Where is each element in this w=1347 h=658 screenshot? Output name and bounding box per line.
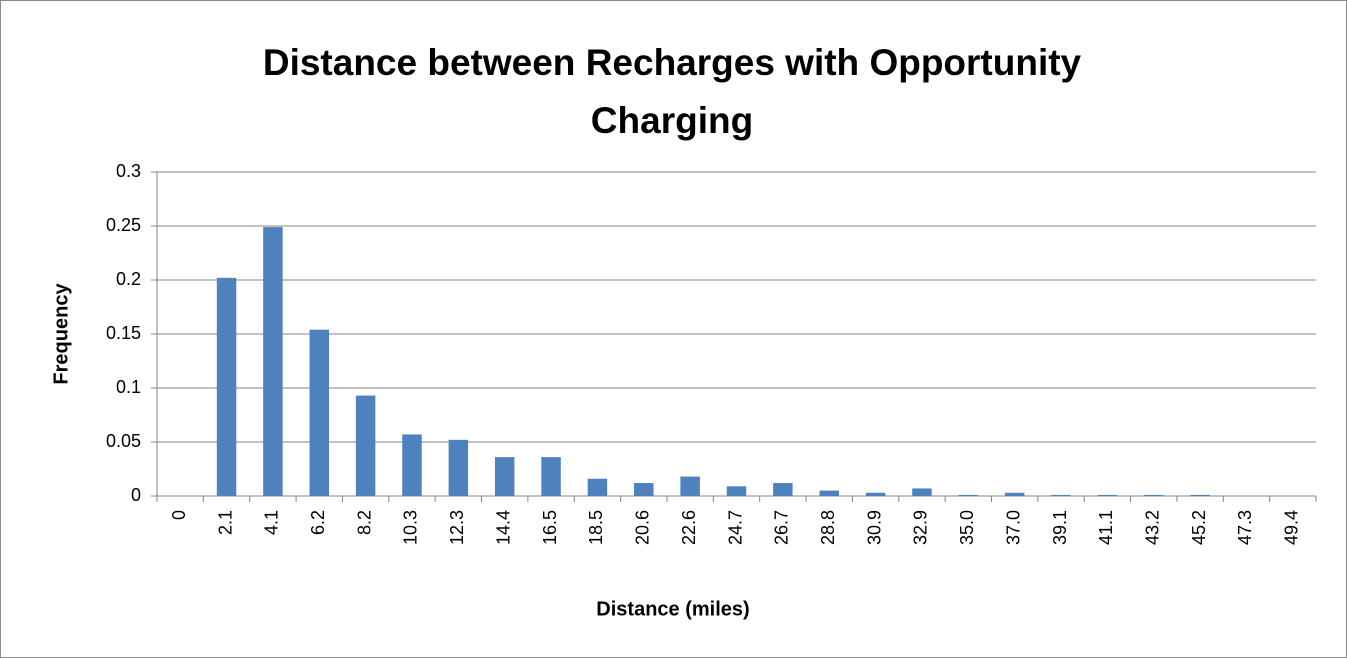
y-tick-label: 0.3 xyxy=(116,161,141,181)
x-tick-label: 43.2 xyxy=(1142,510,1162,545)
x-tick-label: 41.1 xyxy=(1096,510,1116,545)
bar xyxy=(958,494,979,496)
y-tick-label: 0 xyxy=(131,485,141,505)
bar xyxy=(634,483,654,496)
bar xyxy=(494,457,515,496)
bar xyxy=(402,434,422,496)
y-tick-label: 0.25 xyxy=(106,215,141,235)
bar xyxy=(912,488,932,496)
x-axis-label: Distance (miles) xyxy=(596,598,749,620)
x-tick-label: 20.6 xyxy=(633,510,653,545)
x-tick-label: 14.4 xyxy=(493,510,513,545)
bar xyxy=(355,395,376,496)
bar xyxy=(680,476,700,496)
y-tick-label: 0.05 xyxy=(106,431,141,451)
bar xyxy=(1051,494,1071,496)
bar xyxy=(1004,492,1025,496)
x-tick-label: 6.2 xyxy=(308,510,328,535)
bar xyxy=(263,227,283,496)
bar xyxy=(448,439,469,496)
bar xyxy=(541,457,561,496)
x-tick-label: 24.7 xyxy=(725,510,745,545)
bar xyxy=(587,478,608,496)
bar xyxy=(309,329,329,496)
x-tick-label: 28.8 xyxy=(818,510,838,545)
bar xyxy=(726,486,747,496)
x-tick-label: 45.2 xyxy=(1189,510,1209,545)
x-tick-label: 30.9 xyxy=(864,510,884,545)
x-tick-label: 37.0 xyxy=(1003,510,1023,545)
x-tick-label: 10.3 xyxy=(401,510,421,545)
x-tick-label: 49.4 xyxy=(1282,510,1302,545)
bar xyxy=(1190,494,1210,496)
x-tick-label: 39.1 xyxy=(1050,510,1070,545)
x-tick-label: 47.3 xyxy=(1235,510,1255,545)
x-tick-label: 22.6 xyxy=(679,510,699,545)
x-tick-label: 32.9 xyxy=(911,510,931,545)
x-tick-label: 4.1 xyxy=(262,510,282,535)
bar xyxy=(1097,494,1118,496)
chart-title: Distance between Recharges with Opportun… xyxy=(262,42,1082,141)
y-tick-label: 0.2 xyxy=(116,269,141,289)
bar xyxy=(216,277,237,496)
x-tick-label: 35.0 xyxy=(957,510,977,545)
y-tick-label: 0.15 xyxy=(106,323,141,343)
bar xyxy=(773,483,793,496)
x-tick-label: 18.5 xyxy=(586,510,606,545)
x-tick-label: 12.3 xyxy=(447,510,467,545)
bar xyxy=(1144,494,1164,496)
bar xyxy=(819,490,839,496)
bar xyxy=(865,492,886,496)
x-tick-label: 0 xyxy=(169,510,189,520)
y-tick-label: 0.1 xyxy=(116,377,141,397)
y-axis-label: Frequency xyxy=(50,283,72,385)
x-tick-label: 2.1 xyxy=(215,510,235,535)
x-tick-label: 16.5 xyxy=(540,510,560,545)
x-tick-label: 8.2 xyxy=(354,510,374,535)
x-tick-label: 26.7 xyxy=(772,510,792,545)
